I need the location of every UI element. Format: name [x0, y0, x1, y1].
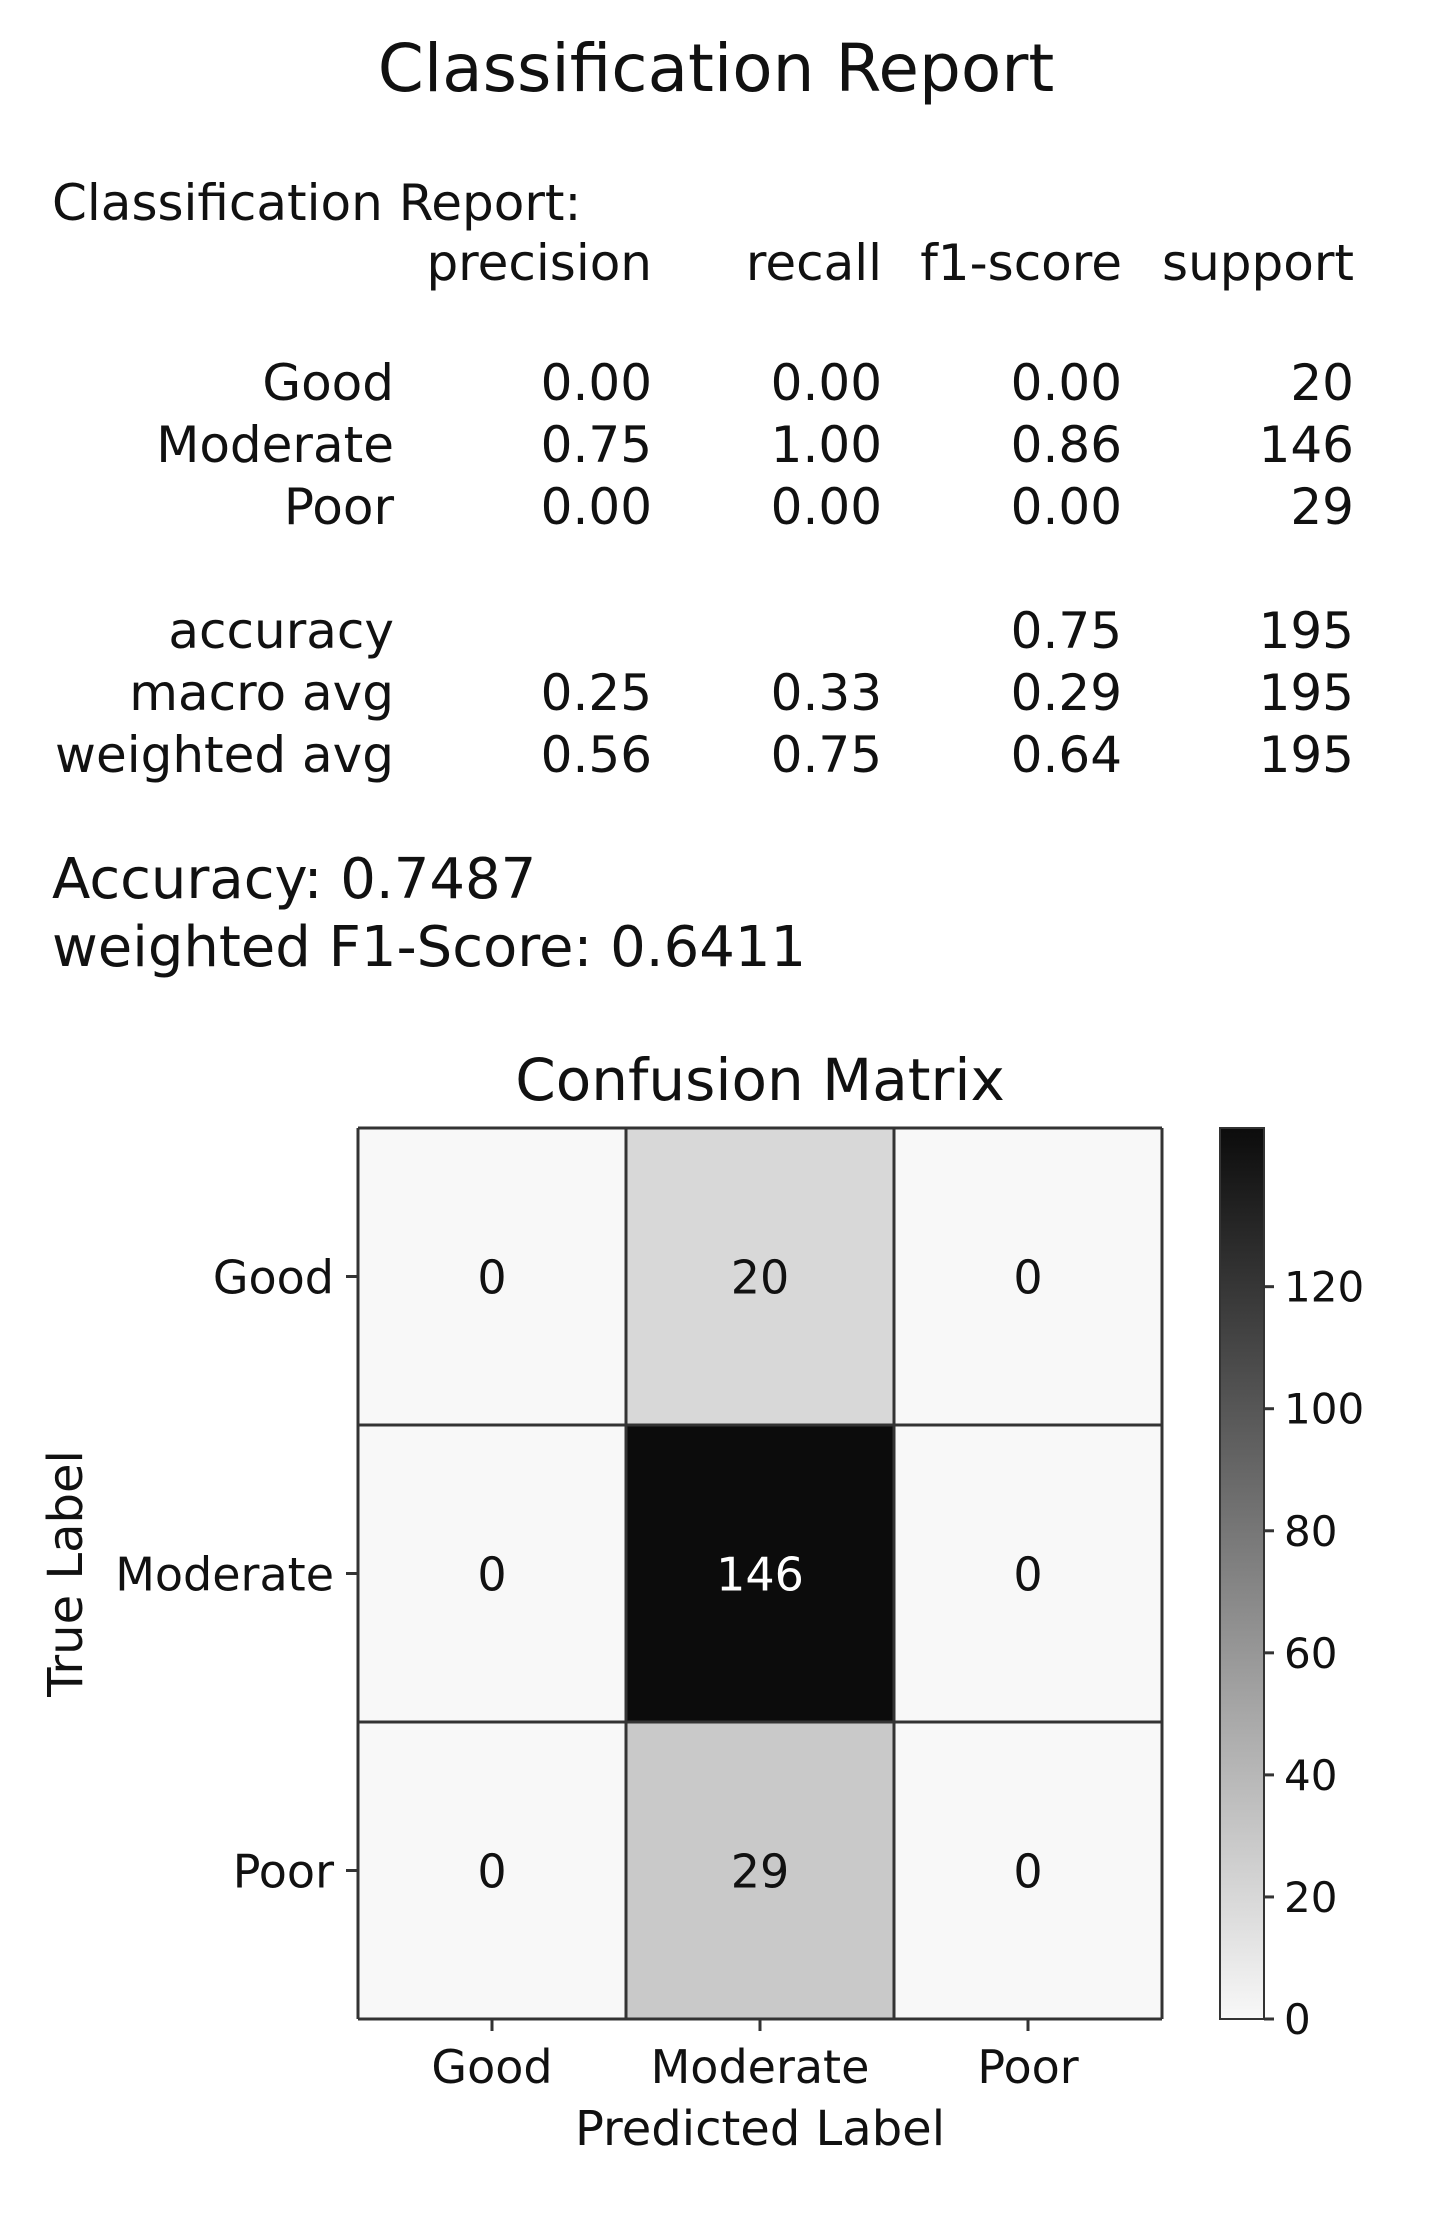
report-cell: 1.00 — [770, 416, 882, 474]
heatmap-cell — [358, 1128, 626, 1425]
colorbar — [1219, 1127, 1265, 2020]
report-cell: 20 — [1290, 354, 1354, 412]
colorbar-tick-label: 80 — [1284, 1507, 1337, 1556]
report-cell: 195 — [1258, 726, 1354, 784]
heatmap-cell — [626, 1722, 894, 2019]
colorbar-tick-label: 20 — [1284, 1873, 1337, 1922]
cell-value-label: 0 — [1013, 1845, 1042, 1899]
report-cell: 0.86 — [1010, 416, 1122, 474]
report-cell: 0.00 — [770, 478, 882, 536]
cell-value-label: 0 — [1013, 1548, 1042, 1602]
report-cell: 29 — [1290, 478, 1354, 536]
report-cell: 195 — [1258, 602, 1354, 660]
cell-value-label: 0 — [477, 1845, 506, 1899]
cell-value-label: 29 — [731, 1845, 790, 1899]
x-tick-label: Good — [431, 2040, 552, 2094]
cell-value-label: 0 — [477, 1548, 506, 1602]
report-column-header: support — [1162, 234, 1354, 292]
heatmap-cell — [626, 1128, 894, 1425]
y-axis-label: True Label — [38, 1450, 94, 1698]
colorbar-tick-label: 0 — [1284, 1995, 1311, 2044]
y-tick-label: Moderate — [115, 1548, 334, 1602]
report-row-label: weighted avg — [55, 726, 394, 784]
report-row-label: macro avg — [129, 664, 394, 722]
chart-title: Confusion Matrix — [515, 1046, 1005, 1114]
heatmap-cell — [894, 1425, 1162, 1722]
metrics-summary: Accuracy: 0.7487 weighted F1-Score: 0.64… — [52, 846, 806, 982]
report-cell: 0.25 — [540, 664, 652, 722]
heatmap-cell — [358, 1722, 626, 2019]
heatmap-cell — [894, 1722, 1162, 2019]
report-heading: Classification Report: — [52, 174, 582, 232]
report-row-label: Moderate — [156, 416, 394, 474]
weighted-f1-line: weighted F1-Score: 0.6411 — [52, 915, 807, 980]
report-cell: 195 — [1258, 664, 1354, 722]
report-cell: 0.75 — [1010, 602, 1122, 660]
cell-value-label: 146 — [716, 1548, 804, 1602]
accuracy-line: Accuracy: 0.7487 — [52, 847, 537, 912]
x-axis-label: Predicted Label — [575, 2101, 945, 2157]
cell-value-label: 0 — [477, 1251, 506, 1305]
report-cell: 0.64 — [1010, 726, 1122, 784]
report-cell: 0.00 — [1010, 354, 1122, 412]
cell-value-label: 0 — [1013, 1251, 1042, 1305]
x-tick-label: Poor — [977, 2040, 1078, 2094]
x-tick-label: Moderate — [651, 2040, 870, 2094]
report-cell: 0.75 — [540, 416, 652, 474]
heatmap-cell — [894, 1128, 1162, 1425]
report-column-header: f1-score — [920, 234, 1122, 292]
y-tick-label: Good — [213, 1251, 334, 1305]
colorbar-tick-label: 60 — [1284, 1629, 1337, 1678]
report-column-header: recall — [745, 234, 882, 292]
report-row-label: Good — [262, 354, 394, 412]
report-cell: 0.56 — [540, 726, 652, 784]
report-cell: 0.00 — [770, 354, 882, 412]
y-tick-label: Poor — [233, 1845, 334, 1899]
cell-value-label: 20 — [731, 1251, 790, 1305]
report-cell: 0.75 — [770, 726, 882, 784]
colorbar-tick-label: 120 — [1284, 1263, 1364, 1312]
report-cell: 0.33 — [770, 664, 882, 722]
colorbar-tick-label: 40 — [1284, 1751, 1337, 1800]
report-cell: 0.00 — [540, 354, 652, 412]
report-cell: 0.00 — [540, 478, 652, 536]
report-cell: 0.00 — [1010, 478, 1122, 536]
report-row-label: Poor — [283, 478, 394, 536]
page-title: Classification Report — [377, 30, 1055, 107]
report-cell: 0.29 — [1010, 664, 1122, 722]
heatmap-cell — [358, 1425, 626, 1722]
colorbar-tick-label: 100 — [1284, 1385, 1364, 1434]
report-column-header: precision — [426, 234, 652, 292]
report-cell: 146 — [1258, 416, 1354, 474]
report-row-label: accuracy — [168, 602, 394, 660]
heatmap-cell — [626, 1425, 894, 1722]
